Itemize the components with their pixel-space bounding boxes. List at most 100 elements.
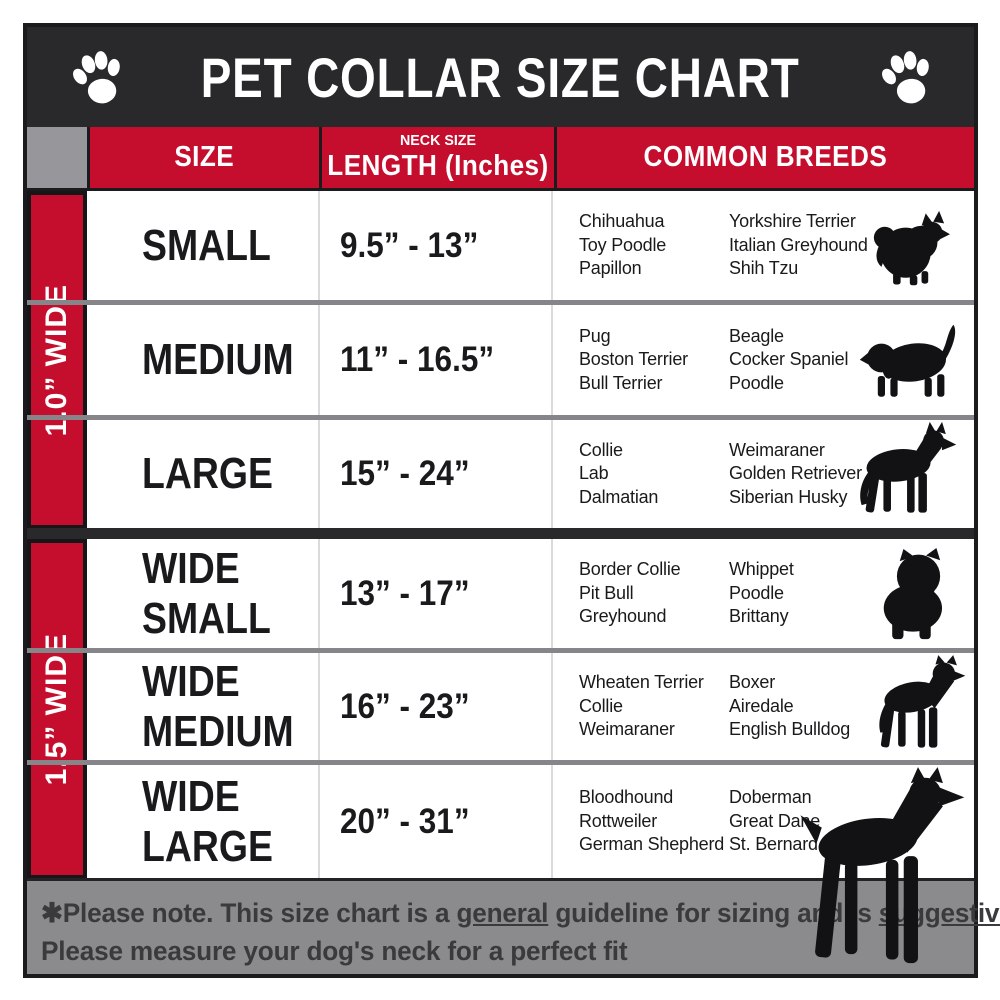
- breed-name: English Bulldog: [729, 719, 851, 740]
- breed-name: Shih Tzu: [729, 258, 799, 279]
- breed-name: Dalmatian: [579, 486, 659, 507]
- breed-name: Bloodhound: [579, 787, 674, 808]
- breeds-col-1: Border Collie Pit Bull Greyhound: [579, 558, 729, 628]
- breed-name: Great Dane: [729, 810, 821, 831]
- chart-header: PET COLLAR SIZE CHART: [27, 27, 974, 127]
- size-label: WIDE SMALL: [142, 544, 271, 643]
- table-row-small: SMALL 9.5” - 13” Chihuahua Toy Poodle Pa…: [90, 191, 974, 300]
- breed-name: Poodle: [729, 372, 784, 393]
- neck-range: 16” - 23”: [318, 653, 551, 760]
- width-section-label: 1.0” WIDE: [40, 283, 73, 437]
- breeds-col-2: Doberman Great Dane St. Bernard: [729, 786, 894, 856]
- size-label: WIDE MEDIUM: [142, 657, 294, 756]
- neck-range: 11” - 16.5”: [318, 305, 551, 415]
- breed-name: Yorkshire Terrier: [729, 211, 856, 232]
- common-breeds-cell: Pug Boston Terrier Bull Terrier Beagle C…: [551, 305, 974, 415]
- chart-footer: ✱Please note. This size chart is a gener…: [27, 878, 1000, 974]
- neck-size-label: NECK SIZE: [399, 132, 476, 149]
- breed-name: Boston Terrier: [579, 349, 688, 370]
- size-label: MEDIUM: [142, 335, 294, 385]
- breed-name: Italian Greyhound: [729, 234, 868, 255]
- breeds-column-label: COMMON BREEDS: [643, 141, 888, 173]
- doberman-icon: [779, 767, 975, 986]
- breed-name: Whippet: [729, 559, 794, 580]
- breeds-col-1: Chihuahua Toy Poodle Papillon: [579, 210, 729, 280]
- common-breeds-cell: Bloodhound Rottweiler German Shepherd Do…: [551, 765, 974, 878]
- width-section-1-0-wide: 1.0” WIDE: [27, 191, 87, 529]
- col-header-neck: NECK SIZE LENGTH (Inches): [322, 127, 554, 188]
- breeds-col-2: Beagle Cocker Spaniel Poodle: [729, 325, 894, 395]
- footer-note-line1: ✱Please note. This size chart is a gener…: [41, 898, 1000, 928]
- row-separator: [27, 415, 974, 420]
- breed-name: Collie: [579, 439, 623, 460]
- breed-name: Border Collie: [579, 559, 681, 580]
- breed-name: Beagle: [729, 325, 784, 346]
- common-breeds-cell: Collie Lab Dalmatian Weimaraner Golden R…: [551, 420, 974, 528]
- neck-range: 9.5” - 13”: [318, 191, 551, 300]
- breed-name: Cocker Spaniel: [729, 349, 849, 370]
- row-separator: [27, 300, 974, 305]
- row-separator: [27, 760, 974, 765]
- breeds-col-2: Boxer Airedale English Bulldog: [729, 671, 894, 741]
- breeds-col-1: Wheaten Terrier Collie Weimaraner: [579, 671, 729, 741]
- size-label: SMALL: [142, 220, 271, 270]
- paw-icon: [872, 45, 938, 111]
- pomeranian-icon: [868, 204, 960, 288]
- breed-name: Greyhound: [579, 606, 667, 627]
- footer-note-line2: Please measure your dog's neck for a per…: [41, 936, 628, 967]
- common-breeds-cell: Wheaten Terrier Collie Weimaraner Boxer …: [551, 653, 974, 760]
- breed-name: Doberman: [729, 787, 812, 808]
- breed-name: Bull Terrier: [579, 372, 663, 393]
- pitbull-icon: [858, 655, 970, 758]
- breed-name: Boxer: [729, 672, 776, 693]
- corner-block: [27, 127, 87, 188]
- breeds-col-2: Yorkshire Terrier Italian Greyhound Shih…: [729, 210, 894, 280]
- breed-name: Weimaraner: [579, 719, 675, 740]
- size-label: LARGE: [142, 449, 273, 499]
- breed-name: Siberian Husky: [729, 486, 848, 507]
- size-label: WIDE LARGE: [142, 772, 273, 871]
- neck-range: 13” - 17”: [318, 539, 551, 648]
- row-separator: [27, 648, 974, 653]
- breeds-col-2: Weimaraner Golden Retriever Siberian Hus…: [729, 439, 894, 509]
- neck-range: 15” - 24”: [318, 420, 551, 528]
- breed-name: Brittany: [729, 606, 789, 627]
- breed-name: Collie: [579, 695, 623, 716]
- german-shepherd-icon: [846, 420, 970, 524]
- breed-name: German Shepherd: [579, 834, 725, 855]
- table-row-wide-small: WIDE SMALL 13” - 17” Border Collie Pit B…: [90, 539, 974, 648]
- breed-name: Pit Bull: [579, 582, 634, 603]
- breeds-col-1: Collie Lab Dalmatian: [579, 439, 729, 509]
- section-divider: [27, 528, 974, 539]
- paw-icon: [63, 45, 129, 111]
- breed-name: Golden Retriever: [729, 463, 862, 484]
- size-column-label: SIZE: [174, 141, 235, 173]
- table-row-wide-medium: WIDE MEDIUM 16” - 23” Wheaten Terrier Co…: [90, 653, 974, 760]
- breed-name: Airedale: [729, 695, 794, 716]
- breed-name: Weimaraner: [729, 439, 825, 460]
- table-row-medium: MEDIUM 11” - 16.5” Pug Boston Terrier Bu…: [90, 305, 974, 415]
- breed-name: St. Bernard: [729, 834, 818, 855]
- table-row-large: LARGE 15” - 24” Collie Lab Dalmatian Wei…: [90, 420, 974, 528]
- width-section-1-5-wide: 1.5” WIDE: [27, 539, 87, 879]
- breed-name: Papillon: [579, 258, 642, 279]
- breed-name: Wheaten Terrier: [579, 672, 704, 693]
- breed-name: Lab: [579, 463, 609, 484]
- chart-title: PET COLLAR SIZE CHART: [201, 45, 800, 109]
- neck-range: 20” - 31”: [318, 765, 551, 878]
- chart-frame: PET COLLAR SIZE CHART SIZE: [23, 23, 1000, 978]
- bulldog-icon: [864, 548, 958, 642]
- beagle-icon: [858, 313, 966, 403]
- col-header-size: SIZE: [90, 127, 319, 188]
- breeds-col-2: Whippet Poodle Brittany: [729, 558, 894, 628]
- breed-name: Toy Poodle: [579, 234, 667, 255]
- col-header-breeds: COMMON BREEDS: [557, 127, 974, 188]
- neck-length-label: LENGTH (Inches): [327, 150, 549, 182]
- common-breeds-cell: Border Collie Pit Bull Greyhound Whippet…: [551, 539, 974, 648]
- breed-name: Pug: [579, 325, 611, 346]
- breed-name: Rottweiler: [579, 810, 658, 831]
- breeds-col-1: Pug Boston Terrier Bull Terrier: [579, 325, 729, 395]
- breed-name: Chihuahua: [579, 211, 665, 232]
- breeds-col-1: Bloodhound Rottweiler German Shepherd: [579, 786, 729, 856]
